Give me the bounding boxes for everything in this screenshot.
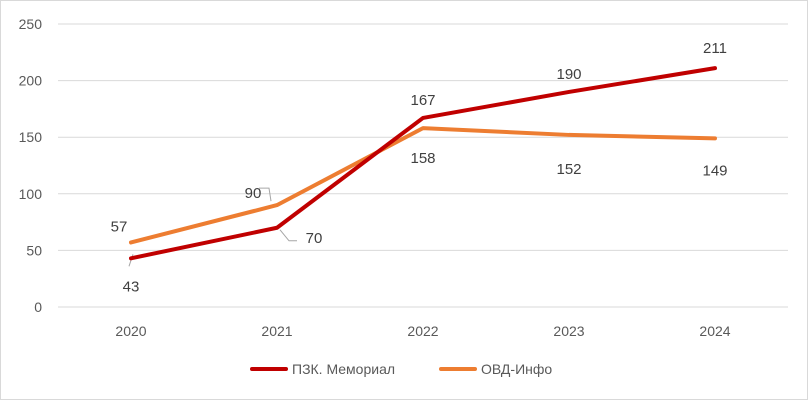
data-label: 152 [556,161,581,178]
legend: ПЗК. Мемориал ОВД-Инфо [250,361,552,377]
data-labels: 43 70 167 190 211 57 90 158 152 149 [111,40,728,295]
data-label: 90 [245,185,262,202]
y-tick-label: 0 [34,299,42,315]
leader-line [259,187,272,202]
x-tick-label: 2021 [261,323,292,339]
gridlines [58,23,788,308]
x-tick-label: 2023 [553,323,584,339]
x-axis-ticks: 2020 2021 2022 2023 2024 [115,323,730,339]
data-label: 149 [702,162,727,179]
series-line [129,66,717,261]
data-label: 70 [306,230,323,247]
data-label: 57 [111,218,128,235]
y-tick-label: 150 [19,129,43,145]
x-tick-label: 2024 [699,323,730,339]
series-line [129,126,717,245]
y-tick-label: 50 [26,242,42,258]
y-tick-label: 250 [19,16,43,32]
data-label: 211 [703,40,727,57]
leader-line [279,229,297,242]
data-label: 158 [410,150,435,167]
y-tick-label: 200 [19,73,43,89]
data-label: 43 [123,278,140,295]
legend-label: ОВД-Инфо [481,361,552,377]
x-tick-label: 2022 [407,323,438,339]
y-axis-ticks: 0 50 100 150 200 250 [19,16,43,315]
y-tick-label: 100 [19,186,43,202]
data-label: 190 [556,66,581,83]
legend-label: ПЗК. Мемориал [292,361,395,377]
x-tick-label: 2020 [115,323,146,339]
series-lines [129,66,717,261]
data-label: 167 [410,92,435,109]
